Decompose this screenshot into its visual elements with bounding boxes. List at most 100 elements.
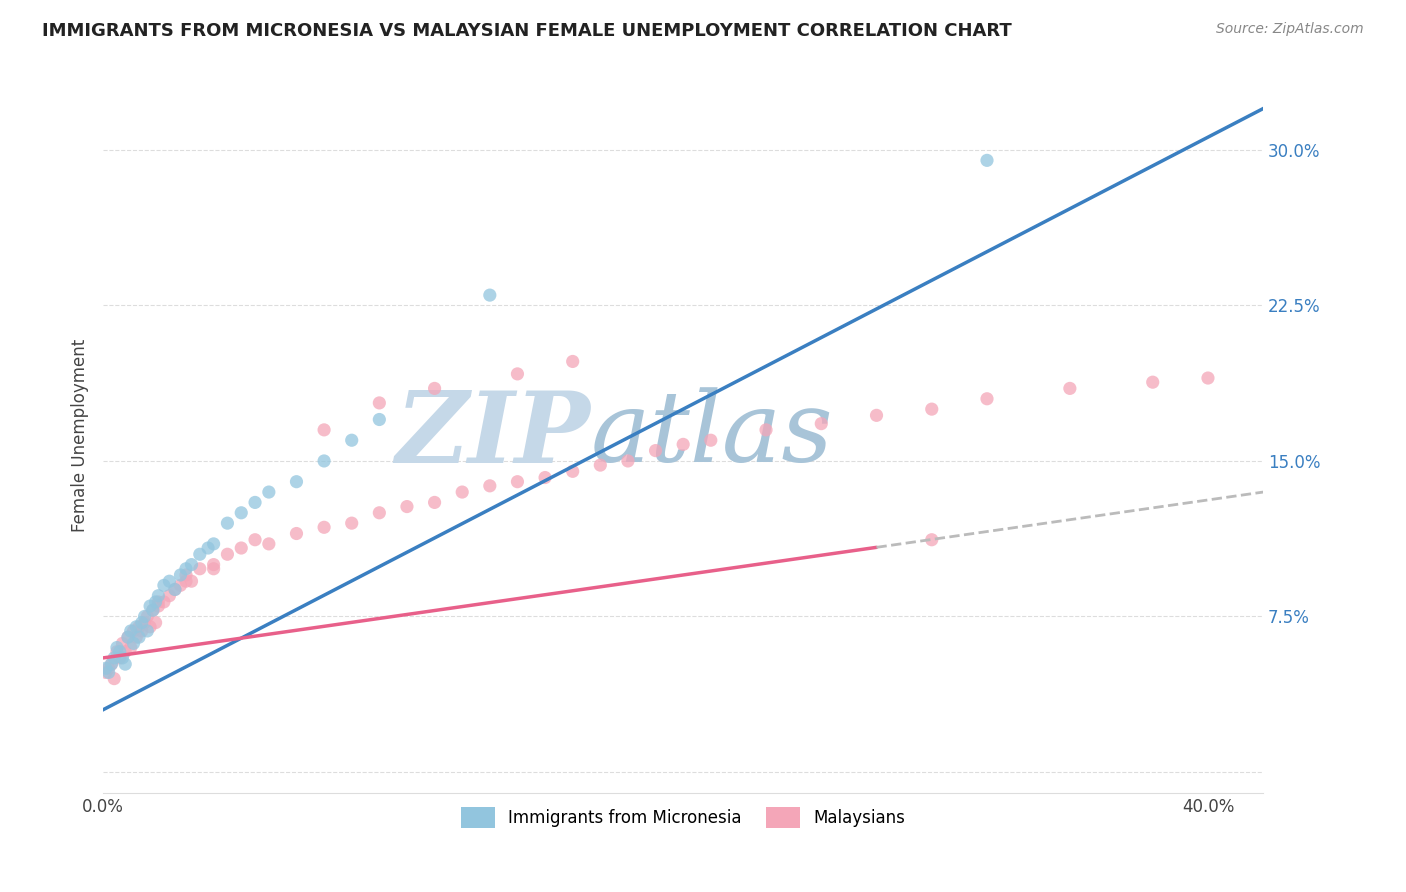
Point <box>148 595 170 609</box>
Point <box>188 562 211 576</box>
Point <box>644 443 666 458</box>
Point <box>142 603 165 617</box>
Point <box>976 153 998 168</box>
Point <box>810 417 832 431</box>
Point <box>117 630 139 644</box>
Point <box>169 578 191 592</box>
Point <box>976 392 998 406</box>
Point <box>451 485 474 500</box>
Point <box>478 479 501 493</box>
Point <box>103 651 125 665</box>
Point <box>368 412 391 426</box>
Point <box>1142 375 1164 389</box>
Point <box>257 485 280 500</box>
Point <box>128 620 150 634</box>
Point <box>97 661 120 675</box>
Point <box>368 506 391 520</box>
Point <box>180 574 202 589</box>
Point <box>136 609 159 624</box>
Point <box>340 434 363 448</box>
Point <box>157 589 180 603</box>
Point <box>153 595 176 609</box>
Point <box>117 630 139 644</box>
Point <box>122 624 145 638</box>
Point <box>217 547 239 561</box>
Point <box>174 568 197 582</box>
Point <box>100 657 122 672</box>
Point <box>202 562 225 576</box>
Point <box>145 615 167 630</box>
Point <box>243 533 266 547</box>
Point <box>103 672 125 686</box>
Point <box>506 475 529 489</box>
Point <box>672 437 695 451</box>
Point <box>314 423 336 437</box>
Point <box>94 661 117 675</box>
Point <box>148 589 170 603</box>
Point <box>105 640 128 655</box>
Text: IMMIGRANTS FROM MICRONESIA VS MALAYSIAN FEMALE UNEMPLOYMENT CORRELATION CHART: IMMIGRANTS FROM MICRONESIA VS MALAYSIAN … <box>42 22 1012 40</box>
Point <box>169 568 191 582</box>
Point <box>561 464 583 478</box>
Text: Source: ZipAtlas.com: Source: ZipAtlas.com <box>1216 22 1364 37</box>
Point <box>108 651 131 665</box>
Point <box>139 620 162 634</box>
Text: ZIP: ZIP <box>395 387 591 483</box>
Point <box>368 396 391 410</box>
Point <box>157 574 180 589</box>
Point <box>202 537 225 551</box>
Point <box>114 645 136 659</box>
Point <box>134 609 156 624</box>
Point <box>174 562 197 576</box>
Point <box>506 367 529 381</box>
Point <box>202 558 225 572</box>
Point <box>174 574 197 589</box>
Point <box>1197 371 1219 385</box>
Y-axis label: Female Unemployment: Female Unemployment <box>72 338 89 532</box>
Point <box>1059 381 1081 395</box>
Point <box>111 651 134 665</box>
Point <box>561 354 583 368</box>
Point <box>136 624 159 638</box>
Point <box>231 506 253 520</box>
Point <box>285 526 308 541</box>
Legend: Immigrants from Micronesia, Malaysians: Immigrants from Micronesia, Malaysians <box>454 801 911 834</box>
Point <box>128 630 150 644</box>
Point <box>285 475 308 489</box>
Point <box>114 657 136 672</box>
Point <box>340 516 363 530</box>
Point <box>423 381 446 395</box>
Point <box>163 582 186 597</box>
Point <box>120 640 142 655</box>
Point <box>534 470 557 484</box>
Point <box>921 533 943 547</box>
Point <box>163 582 186 597</box>
Text: atlas: atlas <box>591 387 834 483</box>
Point <box>257 537 280 551</box>
Point <box>314 520 336 534</box>
Point <box>100 657 122 672</box>
Point <box>97 665 120 680</box>
Point <box>105 645 128 659</box>
Point <box>865 409 887 423</box>
Point <box>395 500 418 514</box>
Point <box>217 516 239 530</box>
Point <box>700 434 723 448</box>
Point <box>231 541 253 555</box>
Point <box>197 541 219 555</box>
Point <box>755 423 778 437</box>
Point <box>148 599 170 613</box>
Point <box>243 495 266 509</box>
Point <box>188 547 211 561</box>
Point <box>125 630 148 644</box>
Point <box>131 615 153 630</box>
Point <box>142 603 165 617</box>
Point <box>153 578 176 592</box>
Point <box>139 599 162 613</box>
Point <box>125 620 148 634</box>
Point <box>131 624 153 638</box>
Point <box>478 288 501 302</box>
Point <box>122 636 145 650</box>
Point <box>120 624 142 638</box>
Point <box>94 665 117 680</box>
